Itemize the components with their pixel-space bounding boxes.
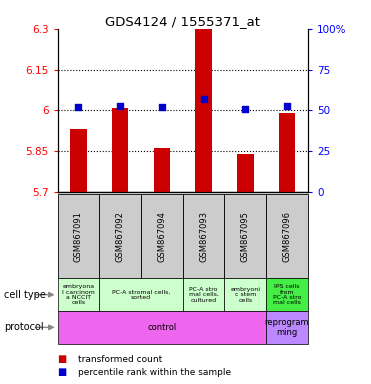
Text: ■: ■ bbox=[58, 354, 67, 364]
Text: cell type: cell type bbox=[4, 290, 46, 300]
Text: IPS cells
from
PC-A stro
mal cells: IPS cells from PC-A stro mal cells bbox=[273, 284, 301, 305]
Bar bbox=[279, 113, 295, 192]
Bar bbox=[266, 278, 308, 311]
Bar bbox=[58, 311, 266, 344]
Bar bbox=[70, 129, 87, 192]
Bar bbox=[183, 194, 224, 278]
Bar bbox=[237, 154, 254, 192]
Bar bbox=[99, 278, 183, 311]
Bar bbox=[154, 149, 170, 192]
Text: GSM867092: GSM867092 bbox=[116, 211, 125, 262]
Bar bbox=[58, 194, 99, 278]
Bar bbox=[224, 194, 266, 278]
Title: GDS4124 / 1555371_at: GDS4124 / 1555371_at bbox=[105, 15, 260, 28]
Text: transformed count: transformed count bbox=[78, 354, 162, 364]
Point bbox=[242, 106, 248, 112]
Bar bbox=[112, 108, 128, 192]
Bar bbox=[266, 194, 308, 278]
Text: GSM867096: GSM867096 bbox=[283, 211, 292, 262]
Text: PC-A stromal cells,
sorted: PC-A stromal cells, sorted bbox=[112, 290, 170, 300]
Bar bbox=[141, 194, 183, 278]
Text: GSM867094: GSM867094 bbox=[157, 211, 166, 262]
Text: reprogram
ming: reprogram ming bbox=[265, 318, 309, 337]
Text: GSM867093: GSM867093 bbox=[199, 211, 208, 262]
Bar bbox=[58, 278, 99, 311]
Point bbox=[75, 104, 81, 110]
Point bbox=[284, 103, 290, 109]
Bar bbox=[224, 278, 266, 311]
Text: GSM867091: GSM867091 bbox=[74, 211, 83, 262]
Text: percentile rank within the sample: percentile rank within the sample bbox=[78, 368, 231, 377]
Text: protocol: protocol bbox=[4, 322, 43, 333]
Text: embryoni
c stem
cells: embryoni c stem cells bbox=[230, 287, 260, 303]
Text: control: control bbox=[147, 323, 177, 332]
Point bbox=[117, 103, 123, 109]
Point bbox=[159, 104, 165, 110]
Text: embryona
l carcinom
a NCCIT
cells: embryona l carcinom a NCCIT cells bbox=[62, 284, 95, 305]
Text: GSM867095: GSM867095 bbox=[241, 211, 250, 262]
Text: ■: ■ bbox=[58, 367, 67, 377]
Text: PC-A stro
mal cells,
cultured: PC-A stro mal cells, cultured bbox=[188, 287, 219, 303]
Bar bbox=[99, 194, 141, 278]
Bar bbox=[183, 278, 224, 311]
Bar bbox=[266, 311, 308, 344]
Bar bbox=[195, 29, 212, 192]
Point bbox=[201, 96, 207, 102]
